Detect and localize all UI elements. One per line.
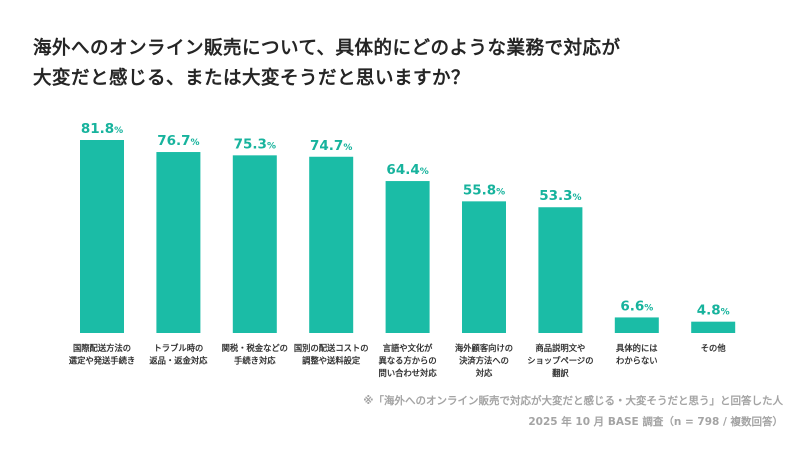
category-label: トラブル時の: [154, 343, 204, 353]
category-label: 手続き対応: [234, 356, 276, 366]
bar: [614, 317, 659, 333]
bar: [156, 152, 201, 333]
category-label: わからない: [616, 356, 658, 366]
value-label: 55.8%: [463, 182, 505, 198]
category-label: ショップページの: [527, 356, 593, 366]
bar: [385, 181, 430, 333]
footnote-respondents: ※「海外へのオンライン販売で対応が大変だと感じる・大変そうだと思う」と回答した人: [363, 395, 783, 407]
bar: [80, 140, 124, 333]
category-label: 国別の配送コストの: [294, 343, 369, 353]
category-label: 決済方法への: [459, 356, 509, 366]
category-label: 選定や発送手続き: [69, 356, 135, 366]
category-label: 商品説明文や: [536, 343, 586, 353]
category-label: 返品・返金対応: [149, 356, 208, 366]
value-label: 53.3%: [539, 188, 581, 204]
category-label: 海外顧客向けの: [455, 343, 513, 353]
bar: [691, 321, 736, 333]
value-label: 64.4%: [386, 162, 428, 178]
value-label: 4.8%: [697, 303, 730, 319]
footnote-survey: 2025 年 10 月 BASE 調査（n = 798 / 複数回答）: [528, 416, 783, 428]
chart-title: 海外へのオンライン販売について、具体的にどのような業務で対応が 大変だと感じる、…: [33, 34, 621, 94]
value-label: 75.3%: [234, 136, 276, 152]
category-label: 翻訳: [552, 368, 569, 378]
category-label: 対応: [475, 368, 493, 378]
category-label: 国際配送方法の: [73, 343, 131, 353]
bar: [309, 156, 354, 333]
category-label: その他: [701, 343, 727, 353]
value-label: 81.8%: [81, 121, 123, 137]
value-label: 74.7%: [310, 138, 352, 154]
category-label: 関税・税金などの: [222, 343, 288, 353]
bar: [232, 155, 277, 333]
category-label: 調整や送料設定: [302, 356, 361, 366]
category-label: 異なる方からの: [379, 356, 437, 366]
category-label: 言語や文化が: [383, 343, 433, 353]
bar: [462, 201, 506, 333]
category-label: 具体的には: [616, 343, 658, 353]
value-label: 6.6%: [620, 298, 653, 314]
category-label: 問い合わせ対応: [379, 368, 438, 378]
bar: [538, 207, 583, 333]
title-line-2: 大変だと感じる、または大変そうだと思いますか？: [33, 68, 471, 89]
value-label: 76.7%: [157, 133, 199, 149]
title-line-1: 海外へのオンライン販売について、具体的にどのような業務で対応が: [33, 38, 621, 59]
